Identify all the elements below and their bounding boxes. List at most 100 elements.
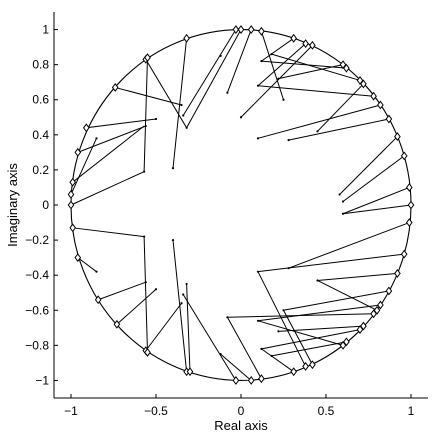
dot-point — [143, 235, 146, 238]
locus-segment — [342, 155, 405, 202]
diamond-point — [394, 268, 401, 278]
locus-segment — [226, 317, 262, 379]
locus-segments — [70, 29, 412, 381]
dot-point — [341, 212, 345, 215]
x-tick-label: 0 — [238, 404, 245, 418]
locus-segment — [220, 353, 252, 381]
dot-point — [226, 91, 229, 94]
diamond-point — [405, 183, 413, 192]
locus-segment — [317, 279, 378, 311]
dot-point — [282, 309, 285, 312]
dot-point — [256, 84, 260, 87]
locus-segment — [143, 57, 148, 172]
locus-segment — [186, 283, 191, 372]
diamond-point — [232, 376, 240, 385]
dot-point — [256, 137, 260, 140]
locus-segment — [288, 118, 390, 141]
locus-segment — [186, 29, 242, 129]
diamond-point — [400, 249, 408, 259]
locus-segment — [342, 186, 410, 215]
dot-point — [277, 77, 280, 80]
x-tick-label: 1 — [408, 404, 415, 418]
dot-point — [182, 114, 185, 117]
diamond-point — [400, 151, 408, 161]
diamond-point — [290, 367, 298, 377]
diamond-point — [309, 40, 316, 50]
diamond-point — [94, 295, 102, 305]
locus-segment — [261, 60, 347, 69]
locus-segment — [72, 227, 145, 238]
locus-segment — [182, 294, 237, 381]
diamond-point — [385, 286, 393, 296]
dot-point — [287, 138, 290, 142]
locus-segment — [257, 85, 374, 97]
dot-point — [226, 316, 229, 319]
locus-segment — [257, 271, 307, 367]
locus-segment — [240, 44, 313, 118]
diamond-point — [82, 123, 90, 133]
locus-segment — [283, 310, 313, 365]
locus-segment — [70, 171, 145, 206]
y-tick-label: 0.6 — [32, 93, 49, 107]
dot-point — [239, 116, 243, 119]
diamond-point — [258, 374, 265, 384]
dot-point — [256, 319, 260, 322]
dot-point — [154, 117, 158, 121]
locus-segment — [226, 29, 252, 93]
diamond-point — [370, 91, 377, 101]
diamond-point — [339, 340, 347, 350]
locus-segment — [257, 104, 381, 139]
x-axis-label: Real axis — [214, 418, 268, 433]
locus-segment — [317, 272, 398, 281]
locus-segment — [271, 341, 347, 357]
diamond-point — [360, 79, 367, 89]
diamond-point — [343, 337, 350, 347]
diamond-point — [144, 347, 151, 357]
dot-point — [270, 354, 273, 357]
dot-point — [316, 130, 319, 133]
dot-point — [182, 293, 185, 296]
diamond-point — [407, 200, 415, 210]
locus-segment — [260, 31, 284, 100]
diamond-point — [360, 321, 367, 331]
diamond-point — [237, 25, 245, 34]
diamond-point — [67, 190, 75, 199]
ticks: −1 −0.5 0 0.5 1 −1 −0.8 −0.6 −0.4 −0.2 0 0.2 0.4 0.6 0… — [25, 23, 414, 418]
locus-segment — [283, 290, 389, 311]
dot-point — [277, 330, 280, 333]
diamond-point — [74, 147, 82, 157]
y-tick-label: 0.8 — [32, 58, 49, 72]
y-tick-label: 0.4 — [32, 128, 49, 142]
y-tick-label: −0.6 — [25, 303, 49, 317]
diamond-point — [113, 319, 121, 329]
locus-segment — [257, 43, 306, 87]
diamond-point — [290, 33, 298, 43]
locus-segment — [227, 313, 374, 318]
diamond-point — [247, 25, 255, 34]
y-tick-label: 0.2 — [32, 163, 49, 177]
locus-segment — [77, 257, 97, 273]
locus-segment — [145, 302, 182, 351]
diamond-point — [356, 75, 364, 85]
diamond-point — [111, 83, 119, 92]
locus-segment — [182, 29, 237, 116]
dot-point — [260, 347, 263, 350]
diamond-point — [69, 177, 77, 187]
locus-segment — [261, 348, 294, 373]
locus-segment — [143, 236, 148, 353]
y-tick-label: −0.8 — [25, 338, 49, 352]
dot-point — [180, 103, 183, 107]
diamond-point — [377, 300, 384, 310]
diamond-point — [186, 367, 194, 377]
diamond-point — [377, 100, 384, 110]
diamond-point — [339, 60, 347, 70]
y-tick-label: −1 — [35, 373, 49, 387]
y-tick-label: 0 — [42, 198, 49, 212]
diamond-point — [343, 63, 350, 73]
locus-segment — [72, 125, 145, 183]
diamond-point — [74, 253, 82, 263]
diamond-point — [144, 53, 151, 63]
dot-point — [154, 288, 158, 291]
dot-point — [282, 98, 285, 101]
